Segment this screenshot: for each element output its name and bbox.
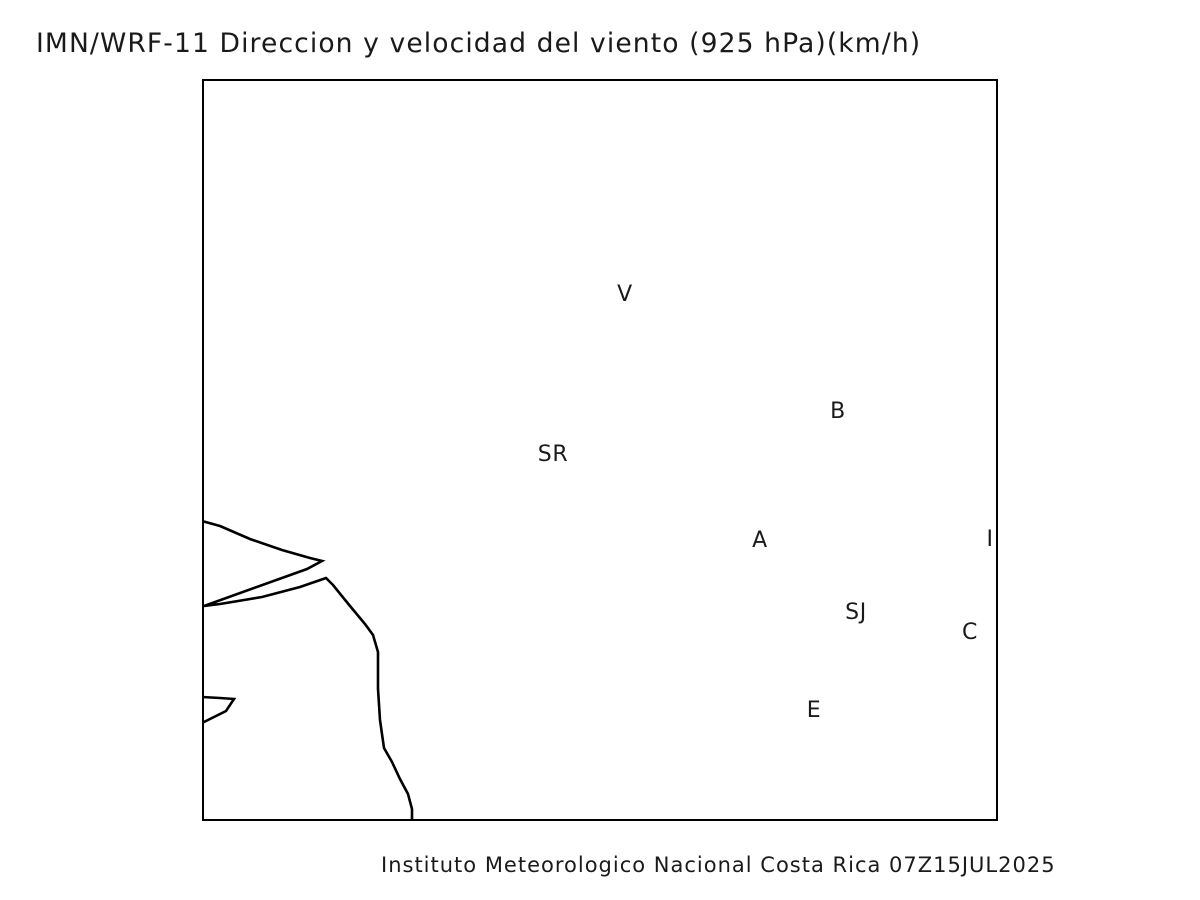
station-label-b: B — [830, 399, 846, 424]
station-label-i: I — [986, 527, 994, 552]
station-label-v: V — [617, 282, 633, 307]
coastline-path-1 — [202, 695, 237, 725]
station-label-e: E — [806, 698, 822, 723]
station-label-a: A — [752, 528, 768, 553]
coastline-path-0 — [202, 519, 414, 821]
station-label-c: C — [962, 620, 978, 645]
coastline-svg — [202, 519, 414, 821]
station-label-sr: SR — [537, 442, 569, 467]
station-label-sj: SJ — [845, 600, 867, 625]
coastline-layer — [202, 79, 998, 821]
coastline-group — [202, 519, 414, 821]
page-title: IMN/WRF-11 Direccion y velocidad del vie… — [36, 28, 922, 59]
map-plot-frame — [202, 79, 998, 821]
figure-credit: Instituto Meteorologico Nacional Costa R… — [381, 853, 1056, 877]
